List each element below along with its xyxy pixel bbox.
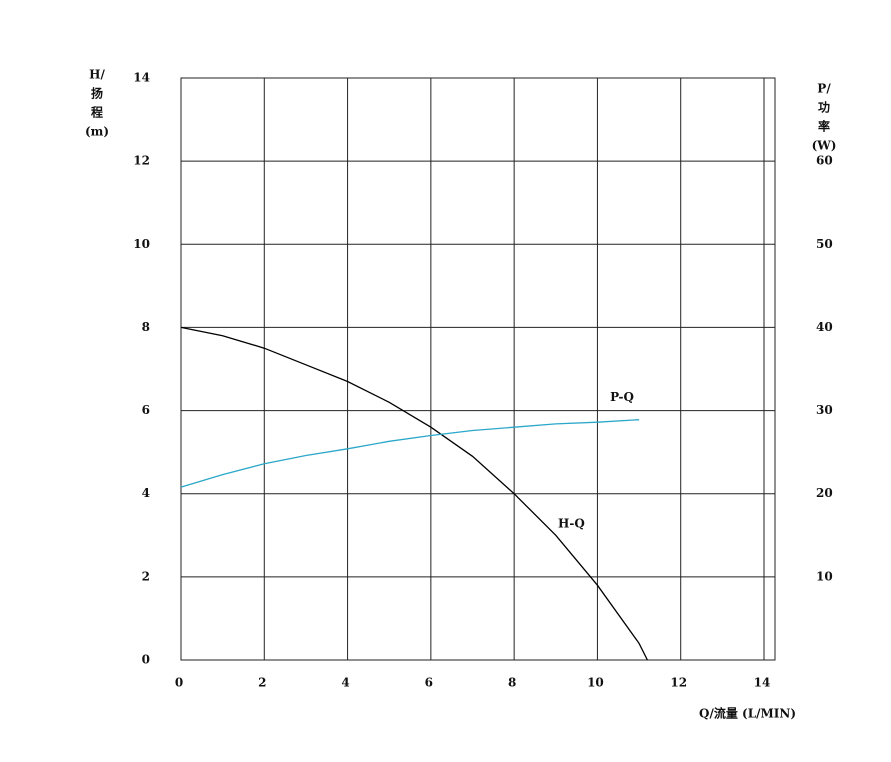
y-axis-label: H/ [89, 68, 105, 82]
y-tick-label: 10 [133, 237, 150, 251]
x-tick-label: 2 [258, 676, 266, 690]
y-axis-label: (m) [85, 125, 109, 139]
series-label: H-Q [558, 517, 585, 531]
y-tick-label: 0 [142, 653, 150, 667]
x-tick-label: 0 [175, 676, 183, 690]
y-tick-label: 4 [142, 486, 150, 500]
y2-axis-label: (W) [812, 139, 837, 153]
plot-frame [180, 77, 776, 661]
x-tick-label: 10 [587, 676, 604, 690]
y2-tick-label: 20 [816, 486, 833, 500]
curve [180, 326, 648, 661]
y-tick-label: 2 [142, 569, 150, 583]
x-tick-label: 14 [754, 676, 771, 690]
y2-tick-label: 50 [816, 237, 833, 251]
y2-axis-label: 功 [818, 100, 830, 115]
y-tick-label: 12 [133, 154, 150, 168]
y2-axis-label: 率 [818, 119, 830, 134]
y2-axis-label: P/ [817, 82, 831, 96]
y2-tick-label: 10 [816, 569, 833, 583]
curve [180, 419, 640, 488]
x-tick-label: 4 [341, 676, 349, 690]
y2-tick-label: 60 [816, 154, 833, 168]
y2-tick-label: 40 [816, 320, 833, 334]
y2-tick-label: 30 [816, 403, 833, 417]
y-tick-label: 8 [142, 320, 150, 334]
x-axis-label: Q/流量 (L/MIN) [699, 706, 796, 721]
y-axis-label: 程 [91, 105, 103, 120]
x-tick-label: 12 [670, 676, 687, 690]
x-tick-label: 8 [508, 676, 516, 690]
y-axis-label: 扬 [91, 86, 103, 101]
series-label: P-Q [610, 390, 634, 404]
y-tick-label: 6 [142, 403, 150, 417]
y-tick-label: 14 [133, 71, 150, 85]
x-tick-label: 6 [425, 676, 433, 690]
